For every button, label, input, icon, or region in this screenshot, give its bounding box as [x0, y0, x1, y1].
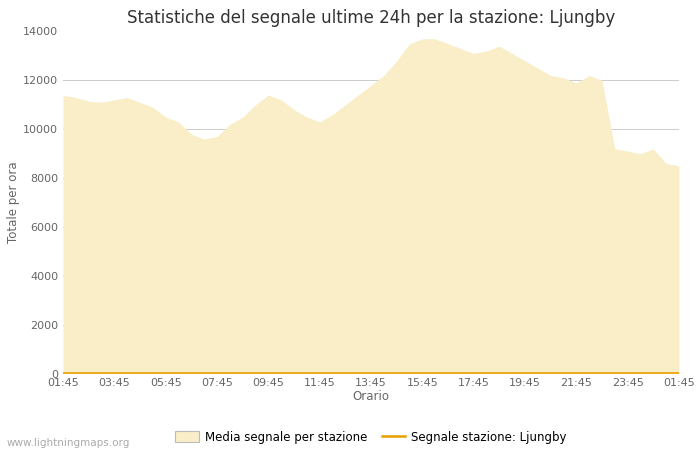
- X-axis label: Orario: Orario: [353, 390, 389, 403]
- Y-axis label: Totale per ora: Totale per ora: [7, 162, 20, 243]
- Legend: Media segnale per stazione, Segnale stazione: Ljungby: Media segnale per stazione, Segnale staz…: [172, 428, 570, 447]
- Text: www.lightningmaps.org: www.lightningmaps.org: [7, 438, 130, 448]
- Title: Statistiche del segnale ultime 24h per la stazione: Ljungby: Statistiche del segnale ultime 24h per l…: [127, 9, 615, 27]
